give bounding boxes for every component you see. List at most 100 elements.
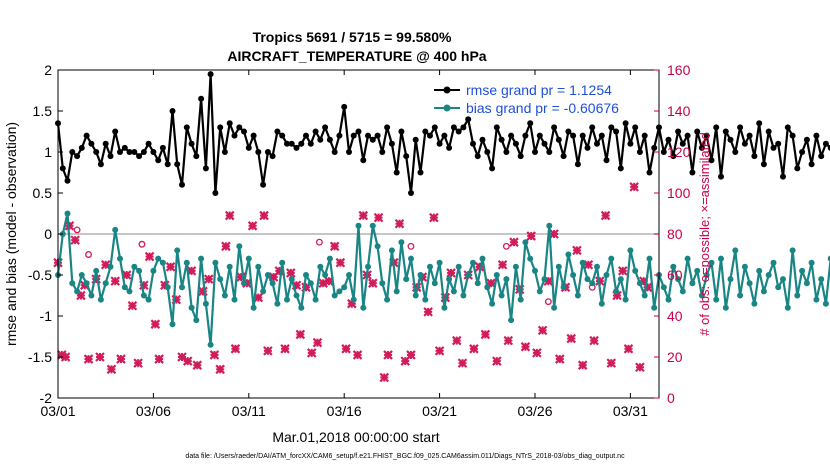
obs-assimilated-marker (600, 210, 611, 221)
rmse-point (93, 149, 100, 155)
rmse-point (231, 132, 238, 139)
rmse-point (698, 144, 705, 151)
obs-assimilated-marker (60, 352, 71, 362)
rmse-point (613, 128, 620, 135)
bias-point (522, 239, 529, 246)
rmse-point (317, 136, 324, 143)
rmse-point (264, 149, 271, 155)
bias-point (264, 272, 271, 278)
rmse-point (760, 161, 767, 168)
rmse-point (312, 128, 319, 135)
bias-point (746, 280, 753, 287)
bias-point (627, 247, 634, 254)
obs-assimilated-marker (70, 235, 80, 245)
bias-point (136, 267, 143, 274)
rmse-point (589, 124, 596, 131)
obs-assimilated-marker (532, 348, 542, 358)
bias-point (827, 255, 830, 262)
bias-point (574, 292, 581, 299)
bias-point (350, 296, 357, 303)
bias-point (231, 296, 238, 303)
rmse-point (460, 124, 467, 131)
bias-point (150, 267, 157, 274)
rmse-point (379, 149, 386, 155)
rmse-point (732, 149, 739, 155)
bias-point (780, 276, 786, 283)
rmse-point (703, 132, 710, 139)
rmse-point (59, 165, 66, 172)
bias-point (760, 288, 767, 295)
obs-assimilated-marker (497, 259, 508, 270)
rmse-point (97, 161, 104, 168)
bias-point (431, 280, 438, 287)
rmse-point (398, 128, 405, 135)
bias-point (741, 263, 748, 270)
obs-possible-marker (502, 242, 510, 250)
obs-assimilated-marker (394, 218, 405, 229)
rmse-point (465, 116, 472, 123)
rmse-point (727, 136, 734, 143)
y2-tick-label: 80 (667, 226, 683, 242)
rmse-point (479, 136, 486, 143)
rmse-point (603, 157, 610, 164)
obs-assimilated-marker (165, 262, 176, 272)
rmse-point (508, 132, 515, 139)
rmse-point (641, 132, 648, 139)
bias-point (584, 276, 591, 283)
obs-assimilated-marker (606, 358, 617, 368)
bias-point (174, 247, 181, 254)
obs-assimilated-marker (635, 362, 645, 373)
rmse-point (326, 136, 333, 143)
obs-assimilated-marker (358, 210, 369, 221)
rmse-point (737, 124, 744, 131)
obs-assimilated-marker (520, 341, 531, 352)
obs-assimilated-marker (549, 229, 559, 239)
bias-point (803, 280, 810, 287)
bias-point (169, 321, 176, 328)
bias-point (83, 280, 90, 287)
rmse-point (660, 149, 667, 155)
y-tick-label: 1 (44, 144, 52, 160)
x-axis-ticks: 03/01 03/06 03/11 03/16 03/21 03/26 03/31 (40, 70, 648, 419)
rmse-point (126, 149, 133, 155)
bias-point (465, 272, 472, 278)
rmse-point (369, 136, 376, 143)
rmse-point (179, 181, 185, 188)
bias-point (598, 300, 605, 307)
rmse-point (202, 165, 209, 172)
rmse-point (622, 120, 629, 127)
rmse-point (78, 144, 85, 151)
rmse-point (346, 149, 352, 155)
rmse-point (284, 140, 290, 147)
obs-assimilated-marker (263, 346, 273, 356)
bias-point (489, 300, 496, 307)
bias-point (255, 263, 262, 270)
bias-point (88, 292, 95, 299)
bias-point (493, 272, 500, 278)
obs-assimilated-marker (116, 354, 126, 364)
bias-point (441, 304, 448, 311)
bias-point (159, 259, 166, 266)
obs-assimilated-marker (95, 352, 105, 362)
obs-assimilated-marker (329, 241, 340, 252)
rmse-point (560, 153, 567, 160)
bias-point (641, 292, 648, 299)
rmse-point (226, 120, 233, 127)
bias-point (298, 304, 305, 311)
bias-point (784, 304, 791, 311)
obs-assimilated-marker (312, 337, 323, 348)
rmse-point (341, 103, 348, 110)
bias-point (64, 210, 71, 217)
y2-tick-label: 0 (667, 390, 675, 406)
bias-point (479, 255, 486, 262)
bias-point (307, 280, 314, 287)
obs-assimilated-marker (280, 344, 290, 354)
bias-point (427, 263, 433, 270)
bias-point (632, 267, 639, 274)
obs-assimilated-marker (221, 241, 231, 252)
y-tick-label: 1.5 (33, 103, 53, 119)
obs-assimilated-marker (259, 210, 269, 221)
bias-point (131, 263, 138, 270)
rmse-point (102, 140, 109, 147)
bias-point (565, 251, 572, 258)
